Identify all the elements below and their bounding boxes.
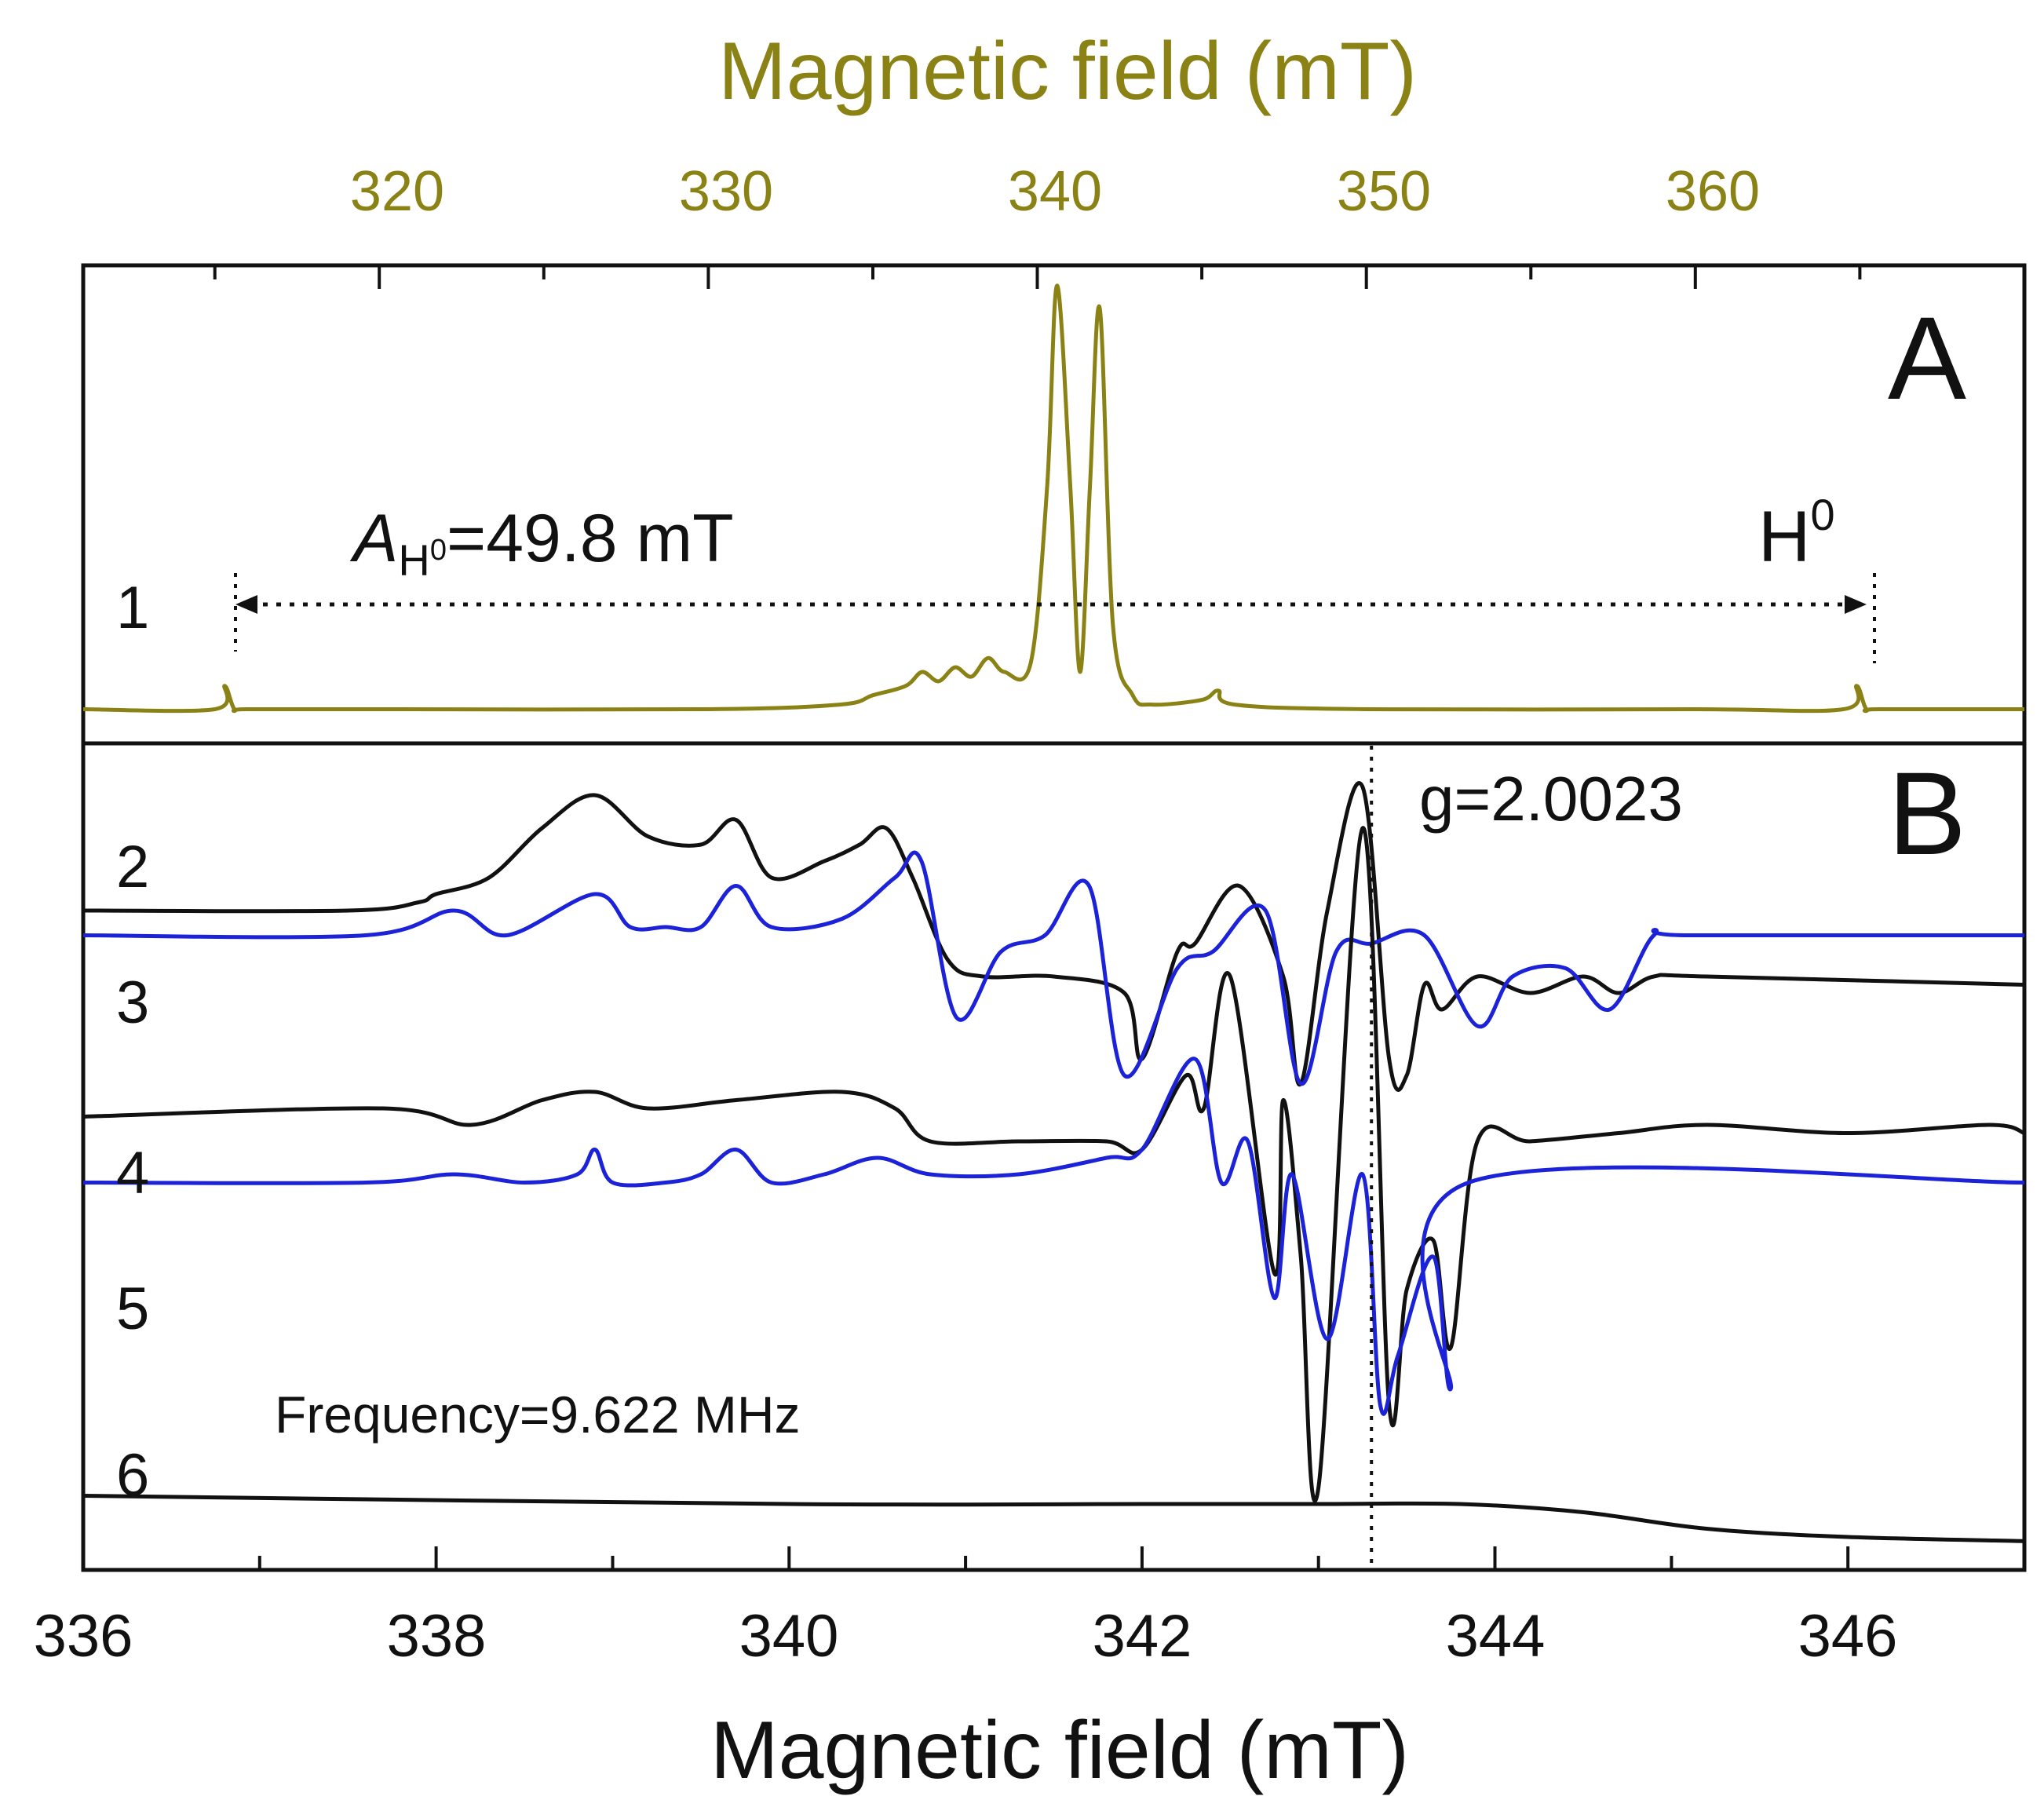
series-line-3 xyxy=(82,850,2024,1086)
frequency-label: Frequency=9.622 MHz xyxy=(275,1385,801,1444)
hyperfine-value: =49.8 mT xyxy=(447,501,734,576)
panel-b-series xyxy=(82,781,2025,1543)
series-line-2 xyxy=(82,781,2025,1092)
hyperfine-arrow-right-head xyxy=(1845,595,1867,614)
panel-b-letter: B xyxy=(1888,747,1966,879)
top-tick-label-330: 330 xyxy=(679,160,773,223)
top-tick-label-350: 350 xyxy=(1337,160,1431,223)
curve-label-1: 1 xyxy=(116,575,149,641)
curve-label-2: 2 xyxy=(116,834,149,900)
curve-label-6: 6 xyxy=(116,1442,149,1509)
top-tick-label-340: 340 xyxy=(1008,160,1102,223)
bottom-tick-label-344: 344 xyxy=(1446,1603,1546,1670)
top-axis-title: Magnetic field (mT) xyxy=(718,26,1417,117)
plot-frame xyxy=(81,263,2027,1572)
h0-base: H xyxy=(1758,497,1810,577)
top-tick-label-320: 320 xyxy=(350,160,444,223)
series-line-5 xyxy=(82,1057,2025,1416)
curve-label-3: 3 xyxy=(116,969,149,1036)
hyperfine-subscript-superscript: 0 xyxy=(430,534,447,567)
bottom-tick-label-340: 340 xyxy=(739,1603,839,1670)
top-tick-label-360: 360 xyxy=(1666,160,1760,223)
bottom-tick-label-338: 338 xyxy=(387,1603,487,1670)
bottom-tick-label-346: 346 xyxy=(1798,1603,1898,1670)
curve-label-4: 4 xyxy=(116,1140,149,1206)
panel-a-series xyxy=(82,283,2024,714)
h0-superscript: 0 xyxy=(1810,490,1834,539)
series-line-6 xyxy=(82,1494,2025,1543)
bottom-axis-title: Magnetic field (mT) xyxy=(710,1705,1409,1796)
series-line-4 xyxy=(82,826,2025,1503)
hyperfine-annotation: AH0=49.8 mT xyxy=(349,501,734,585)
hyperfine-arrow-left-head xyxy=(235,595,257,614)
bottom-tick-label-336: 336 xyxy=(34,1603,133,1670)
hyperfine-subscript: H xyxy=(398,535,429,585)
bottom-tick-label-342: 342 xyxy=(1093,1603,1192,1670)
series-line-1 xyxy=(82,283,2024,714)
bottom-axis-ticks xyxy=(82,1546,2026,1570)
curve-label-5: 5 xyxy=(116,1276,149,1342)
h0-label: H0 xyxy=(1758,490,1835,577)
panel-a-letter: A xyxy=(1888,292,1966,424)
top-axis-ticks xyxy=(213,265,1862,289)
g-factor-label: g=2.0023 xyxy=(1419,764,1683,834)
hyperfine-symbol: A xyxy=(349,501,398,576)
